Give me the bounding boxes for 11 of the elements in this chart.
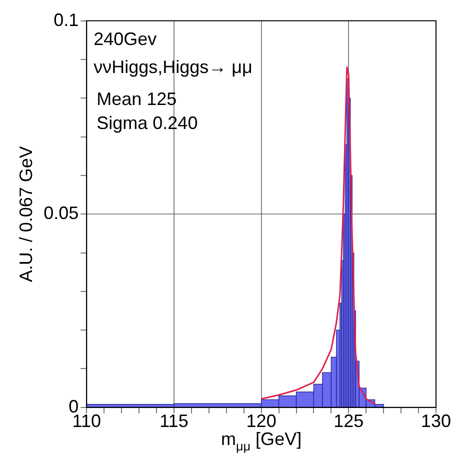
annotation: Sigma 0.240 <box>96 112 198 133</box>
x-tick-label: 125 <box>334 411 364 432</box>
annotation: ννHiggs,Higgs→ μμ <box>94 56 252 77</box>
annotation: Mean 125 <box>96 88 177 109</box>
y-tick-label: 0.1 <box>54 10 79 30</box>
annotation: 240Gev <box>94 28 157 49</box>
x-tick-label: 130 <box>420 411 452 432</box>
y-axis-title: A.U. / 0.067 GeV <box>16 146 36 282</box>
x-tick-label: 120 <box>246 411 276 432</box>
y-tick-label: 0.05 <box>44 203 79 224</box>
x-tick-label: 115 <box>160 411 188 432</box>
